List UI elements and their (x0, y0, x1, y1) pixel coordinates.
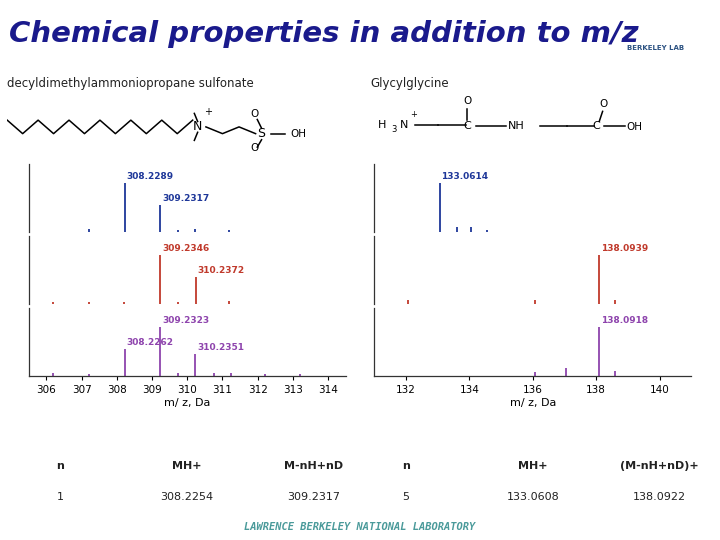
Text: O: O (251, 143, 259, 153)
Text: n: n (57, 461, 64, 470)
X-axis label: m∕ z, Da: m∕ z, Da (510, 397, 556, 408)
Text: MH+: MH+ (518, 461, 547, 470)
Text: O: O (251, 109, 259, 119)
Text: H: H (377, 120, 386, 130)
Text: 309.2317: 309.2317 (162, 194, 210, 204)
Text: M-nH+nD: M-nH+nD (284, 461, 343, 470)
Text: +: + (410, 111, 417, 119)
Text: n: n (402, 461, 410, 470)
Text: 138.0939: 138.0939 (600, 244, 648, 253)
Text: 308.2289: 308.2289 (127, 172, 174, 181)
Text: MH+: MH+ (173, 461, 202, 470)
Text: 133.0608: 133.0608 (506, 491, 559, 502)
Text: 133.0614: 133.0614 (441, 172, 488, 181)
Text: 5: 5 (402, 491, 410, 502)
Text: 1: 1 (57, 491, 64, 502)
Text: 310.2372: 310.2372 (197, 266, 244, 275)
Text: Chemical properties in addition to m/z: Chemical properties in addition to m/z (9, 19, 639, 48)
Text: N: N (193, 120, 202, 133)
Text: C: C (464, 120, 471, 131)
Text: OH: OH (290, 129, 307, 139)
Text: (M-nH+nD)+: (M-nH+nD)+ (620, 461, 699, 470)
Text: decyldimethylammoniopropane sulfonate: decyldimethylammoniopropane sulfonate (7, 77, 254, 90)
Text: 310.2351: 310.2351 (197, 343, 244, 352)
Text: 138.0922: 138.0922 (633, 491, 686, 502)
Text: +: + (204, 107, 212, 117)
Text: C: C (592, 121, 600, 131)
Text: 309.2317: 309.2317 (287, 491, 341, 502)
Text: 309.2323: 309.2323 (162, 316, 209, 325)
Text: 308.2254: 308.2254 (161, 491, 214, 502)
Text: 308.2262: 308.2262 (127, 339, 174, 347)
Text: 309.2346: 309.2346 (162, 244, 210, 253)
Text: O: O (600, 99, 608, 109)
Text: 138.0918: 138.0918 (600, 316, 648, 325)
Text: NH: NH (508, 121, 525, 131)
Text: O: O (463, 96, 472, 106)
Text: OH: OH (626, 122, 642, 132)
Text: S: S (258, 127, 266, 140)
Text: 3: 3 (391, 125, 397, 134)
Text: Glycylglycine: Glycylglycine (371, 77, 449, 90)
Text: LAWRENCE BERKELEY NATIONAL LABORATORY: LAWRENCE BERKELEY NATIONAL LABORATORY (244, 522, 476, 532)
X-axis label: m∕ z, Da: m∕ z, Da (164, 397, 210, 408)
Text: BERKELEY LAB: BERKELEY LAB (626, 44, 684, 51)
Text: N: N (400, 120, 408, 130)
